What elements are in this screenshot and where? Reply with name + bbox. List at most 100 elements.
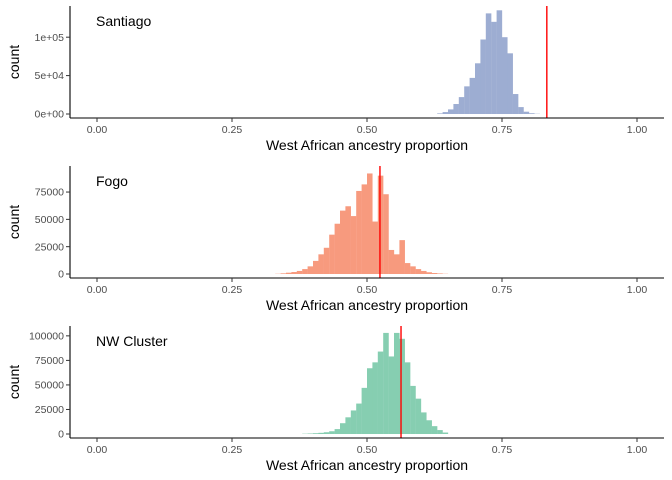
x-tick-label: 0.75 [492,284,513,296]
histogram-bar [350,410,357,434]
x-tick-label: 1.00 [627,444,648,456]
y-axis-title: count [6,365,22,399]
x-tick-label: 0.75 [492,124,513,136]
x-axis-title: West African ancestry proportion [266,137,468,153]
histogram-bar [318,432,324,434]
x-tick-label: 0.00 [87,444,108,456]
histogram-bar [431,273,438,274]
histogram-bar [383,332,389,434]
histogram-bar [388,356,395,434]
histogram-bar [356,403,362,434]
histogram-bar [480,39,486,114]
histogram-bar [372,362,378,434]
x-tick-label: 0.25 [222,124,243,136]
histogram-bar [410,385,416,434]
histogram-bar [361,387,368,434]
histogram-bar [350,216,357,274]
histogram-bar [523,111,530,114]
histogram-bar [367,173,373,274]
y-tick-label: 100000 [29,330,64,342]
x-tick-label: 1.00 [627,124,648,136]
panel-nw-cluster: 0.00 0.25 0.50 0.75 1.00 0 25000 50000 75000 1000… [6,326,664,473]
histogram-bar [372,221,378,274]
histogram-bar [399,240,405,274]
histogram-bar [340,423,346,434]
histogram-bar [496,10,503,114]
panel-fogo: 0.00 0.25 0.50 0.75 1.00 0 25000 50000 75000 West… [6,166,664,313]
y-tick-label: 25000 [35,404,64,416]
histogram-bar [448,109,454,114]
histogram-bar [345,206,351,274]
histogram-bar [340,210,346,274]
histogram-bar [458,97,465,114]
histogram-bar [361,184,368,274]
histogram-bar [518,107,524,114]
histogram-bar [383,194,389,274]
histogram-bar [426,420,432,434]
histogram-bar [313,260,319,274]
x-tick-label: 1.00 [627,284,648,296]
histogram-bar [291,272,297,274]
y-tick-label: 1e+05 [35,32,65,44]
histogram-bar [410,266,416,274]
histogram-bar [437,430,443,434]
histogram-bar [280,273,287,274]
histogram-bar [307,266,314,274]
histogram-bar [367,368,373,434]
histogram-bar [323,432,330,434]
histogram-bar [475,63,481,114]
panel-label: Santiago [96,13,151,29]
y-axis-title: count [6,45,22,79]
x-axis-title: West African ancestry proportion [266,297,468,313]
y-tick-label: 50000 [35,214,64,226]
panel-label: Fogo [96,173,128,189]
y-tick-label: 0 [58,429,64,441]
histogram-bar [329,431,335,434]
y-tick-label: 5e+04 [35,70,65,82]
panel-label: NW Cluster [96,333,168,349]
histogram-bar [421,412,427,434]
x-tick-label: 0.00 [87,284,108,296]
histogram-bar [502,37,508,114]
histogram-bar [394,254,400,274]
x-tick-label: 0.25 [222,444,243,456]
histogram-bar [442,432,449,434]
x-tick-label: 0.00 [87,124,108,136]
histogram-bar [334,429,341,434]
histogram-bar [404,263,411,274]
histogram-bar [512,94,519,114]
histogram-bar [507,53,513,114]
histogram-bar [491,21,497,114]
histogram-bar [469,77,476,114]
histogram-bar [464,86,470,114]
y-tick-label: 50000 [35,380,64,392]
histogram-bar [415,398,422,434]
x-tick-label: 0.25 [222,284,243,296]
histogram-bar [356,190,362,274]
histogram-bar [302,269,308,274]
x-tick-label: 0.50 [357,284,378,296]
histogram-bar [318,254,324,274]
histogram-bar [329,234,335,274]
histogram-bar [394,332,400,434]
histogram-bar [431,426,438,434]
histogram-bar [388,249,395,274]
histogram-bar [296,270,303,274]
histogram-bar [345,417,351,434]
y-tick-label: 25000 [35,241,64,253]
y-tick-label: 0e+00 [35,109,65,121]
histogram-bar [426,272,432,274]
x-tick-label: 0.75 [492,444,513,456]
histogram-bar [485,13,492,115]
histogram-bar [377,351,384,434]
histogram-bar [334,223,341,274]
x-axis-title: West African ancestry proportion [266,457,468,473]
histogram-bar [421,270,427,274]
histogram-bar [399,338,405,434]
x-tick-label: 0.50 [357,444,378,456]
histogram-bar [453,104,459,114]
histogram-bar [313,433,319,434]
y-tick-label: 75000 [35,355,64,367]
histogram-bar [442,112,449,114]
